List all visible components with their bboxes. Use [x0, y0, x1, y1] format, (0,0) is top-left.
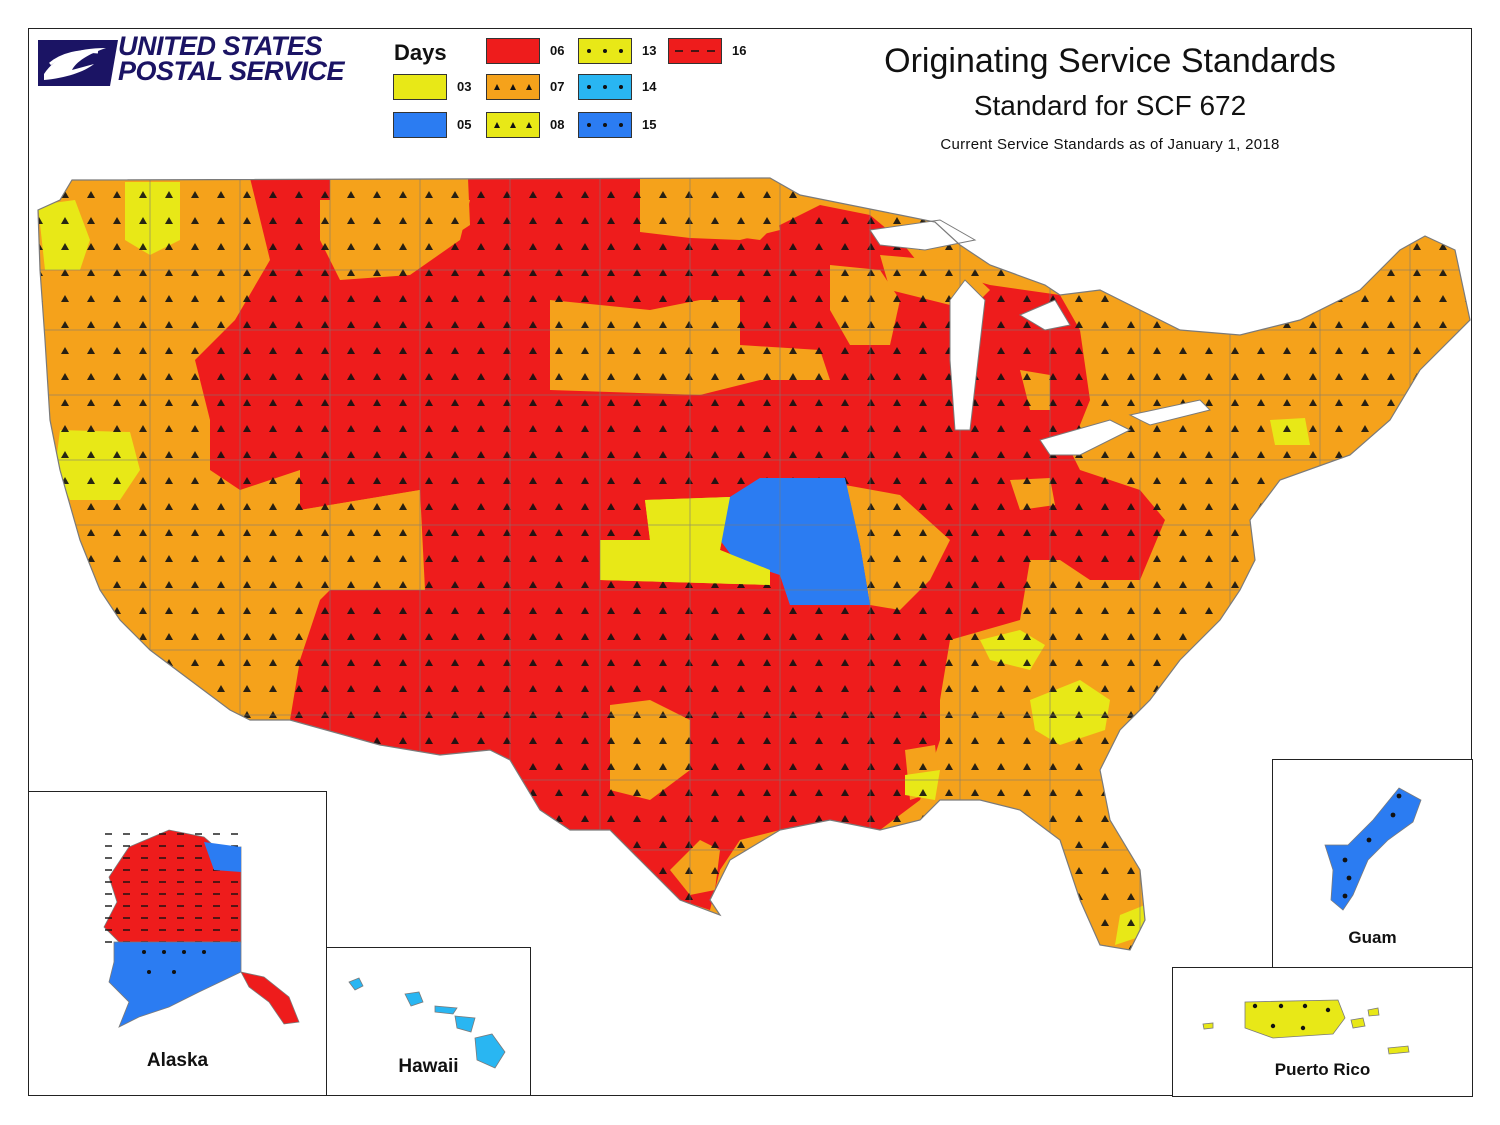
legend-label-16: 16	[732, 43, 747, 58]
puerto-rico-inset: Puerto Rico	[1172, 967, 1473, 1097]
legend-label-08: 08	[550, 117, 565, 132]
legend-marker	[619, 49, 623, 53]
legend-swatch-07	[486, 74, 540, 100]
legend-swatch-03	[393, 74, 447, 100]
legend-title: Days	[394, 40, 447, 65]
hawaii-inset: Hawaii	[326, 947, 531, 1096]
guam-label: Guam	[1348, 928, 1397, 947]
legend-marker	[494, 84, 500, 90]
guam-map	[1324, 787, 1422, 911]
legend-swatch-13	[578, 38, 632, 64]
legend-marker	[587, 85, 591, 89]
legend-marker	[510, 84, 516, 90]
legend-marker	[603, 49, 607, 53]
legend-label-15: 15	[642, 117, 657, 132]
legend-marker	[587, 123, 591, 127]
legend-marker	[619, 123, 623, 127]
alaska-blue-south	[108, 941, 242, 1028]
alaska-dots	[142, 950, 206, 974]
legend-label-13: 13	[642, 43, 657, 58]
legend-marker	[619, 85, 623, 89]
zone-boundaries	[40, 178, 1470, 950]
legend-swatch-08	[486, 112, 540, 138]
legend-swatch-14	[578, 74, 632, 100]
us-outline	[37, 177, 1471, 951]
hawaii-island-kauai	[348, 977, 364, 991]
puerto-rico-map	[1202, 999, 1410, 1055]
legend-swatch-15	[578, 112, 632, 138]
legend-swatch-06	[486, 38, 540, 64]
map-title: Originating Service Standards	[884, 42, 1336, 80]
st-croix-island	[1387, 1045, 1410, 1055]
legend-marker	[510, 122, 516, 128]
usps-eagle-logo	[38, 40, 118, 86]
alaska-map	[103, 829, 300, 1028]
culebra-island	[1367, 1007, 1380, 1017]
legend-swatch-05	[393, 112, 447, 138]
map-date-note: Current Service Standards as of January …	[940, 136, 1280, 153]
hawaii-map	[348, 977, 506, 1069]
legend-marker	[494, 122, 500, 128]
legend-label-07: 07	[550, 79, 565, 94]
great-lakes	[869, 219, 1211, 456]
hawaii-island-big	[474, 1033, 506, 1069]
guam-island	[1324, 787, 1422, 911]
puerto-rico-label: Puerto Rico	[1274, 1060, 1371, 1079]
legend-label-14: 14	[642, 79, 657, 94]
guam-dots	[1342, 793, 1402, 899]
puerto-rico-dots	[1252, 1003, 1331, 1031]
hawaii-label: Hawaii	[398, 1056, 459, 1077]
legend-marker	[526, 84, 532, 90]
guam-inset: Guam	[1272, 759, 1473, 969]
logo-line-2: POSTAL SERVICE	[118, 56, 345, 86]
legend-swatch-16	[668, 38, 722, 64]
hawaii-island-maui	[454, 1015, 476, 1033]
legend-marker	[603, 123, 607, 127]
usps-wordmark: UNITED STATES POSTAL SERVICE	[118, 31, 345, 86]
hawaii-island-molokai	[434, 1005, 458, 1015]
legend-marker	[526, 122, 532, 128]
map-subtitle: Standard for SCF 672	[973, 90, 1247, 121]
vieques-island	[1350, 1017, 1366, 1029]
mona-island	[1202, 1022, 1214, 1030]
legend-label-03: 03	[457, 79, 472, 94]
region-blue-cover	[720, 478, 870, 605]
hawaii-island-oahu	[404, 991, 424, 1007]
alaska-inset: Alaska	[28, 791, 327, 1096]
legend-label-06: 06	[550, 43, 565, 58]
legend-marker	[587, 49, 591, 53]
logo-line-1: UNITED STATES	[118, 31, 323, 61]
alaska-label: Alaska	[146, 1050, 209, 1071]
puerto-rico-island	[1244, 999, 1346, 1039]
legend-marker	[603, 85, 607, 89]
region-yellow-kansas-cover	[600, 497, 770, 585]
alaska-blue-north	[204, 842, 241, 872]
alaska-panhandle	[240, 971, 300, 1025]
legend-label-05: 05	[457, 117, 472, 132]
